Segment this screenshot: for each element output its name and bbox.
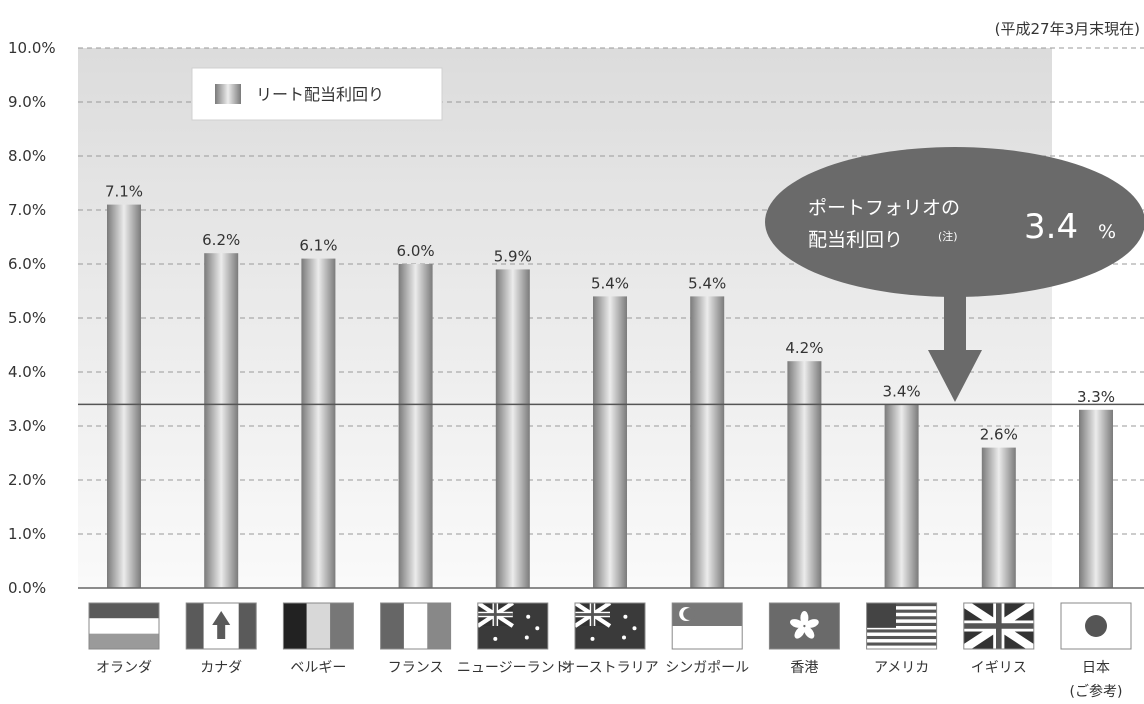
bar [398,264,433,588]
category-label: オランダ [96,660,152,676]
australia-flag [573,601,646,650]
y-tick-label: 2.0% [8,471,46,489]
callout-arrow-head [928,350,982,402]
usa-flag [866,602,938,650]
category-label: アメリカ [874,660,929,676]
hong-kong-flag [768,602,840,650]
bar [593,296,627,588]
data-label: 6.1% [299,237,337,255]
category-label: イギリス [971,660,1027,676]
singapore-flag [671,602,743,650]
y-tick-label: 3.0% [8,417,46,435]
data-label: 6.2% [202,231,240,249]
portfolio-callout: ポートフォリオの 配当利回り (注) 3.4 % [765,147,1144,402]
category-label: ニュージーランド [457,660,569,676]
data-labels: 7.1% 6.2% 6.1% 6.0% 5.9% 5.4% 5.4% 4.2% 3.4% 2.6%… [105,183,1115,444]
bar [981,447,1016,588]
canada-flag [185,602,257,650]
bar [107,204,141,588]
bars [107,204,1113,588]
data-label: 7.1% [105,183,143,201]
data-label: 4.2% [785,339,823,357]
legend: リート配当利回り [191,67,443,121]
bar [495,269,530,588]
data-label: 5.4% [591,274,629,292]
y-tick-label: 1.0% [8,525,46,543]
category-label: 香港 [790,660,818,676]
new-zealand-flag [476,601,549,650]
category-label: カナダ [200,660,242,676]
callout-unit: % [1098,221,1116,243]
category-label: シンガポール [665,660,749,676]
callout-note-mark: (注) [938,229,958,243]
bar [1079,409,1113,588]
belgium-flag [282,602,354,650]
category-label: フランス [388,660,444,676]
y-axis-ticks: 0.0% 1.0% 2.0% 3.0% 4.0% 5.0% 6.0% 7.0% 8.0% 9.0%… [8,39,56,597]
uk-flag [961,599,1037,653]
data-label: 3.3% [1077,388,1115,406]
data-label: 5.9% [494,247,532,265]
data-label: 2.6% [980,426,1018,444]
bar [884,404,919,588]
y-tick-label: 7.0% [8,201,46,219]
y-tick-label: 8.0% [8,147,46,165]
bar [690,296,725,588]
country-flags [88,599,1132,653]
legend-label: リート配当利回り [256,85,384,104]
as-of-note: (平成27年3月末現在) [995,20,1140,38]
category-label: 日本 [1082,660,1110,676]
callout-line2: 配当利回り [808,229,903,251]
netherlands-flag [88,602,160,650]
y-tick-label: 4.0% [8,363,46,381]
data-label: 3.4% [883,382,921,400]
callout-value: 3.4 [1024,207,1078,247]
legend-swatch [215,84,241,104]
category-sublabel: (ご参考) [1070,683,1123,700]
data-label: 5.4% [688,274,726,292]
category-label: ベルギー [290,660,346,676]
bar [301,258,336,588]
callout-line1: ポートフォリオの [808,197,960,219]
callout-bubble [765,147,1144,297]
y-tick-label: 9.0% [8,93,46,111]
y-tick-label: 6.0% [8,255,46,273]
y-tick-label: 10.0% [8,39,56,57]
japan-flag [1060,602,1132,650]
y-tick-label: 0.0% [8,579,46,597]
data-label: 6.0% [397,242,435,260]
y-tick-label: 5.0% [8,309,46,327]
category-label: オーストラリア [561,660,658,676]
bar [204,253,239,588]
bar [787,361,822,588]
callout-arrow-shaft [944,290,966,350]
france-flag [380,602,452,650]
